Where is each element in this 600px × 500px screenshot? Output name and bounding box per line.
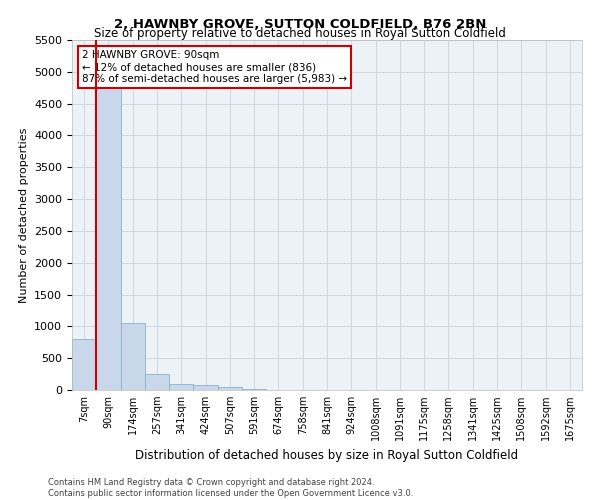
X-axis label: Distribution of detached houses by size in Royal Sutton Coldfield: Distribution of detached houses by size … <box>136 448 518 462</box>
Text: Contains HM Land Registry data © Crown copyright and database right 2024.
Contai: Contains HM Land Registry data © Crown c… <box>48 478 413 498</box>
Bar <box>169 384 193 390</box>
Text: 2, HAWNBY GROVE, SUTTON COLDFIELD, B76 2BN: 2, HAWNBY GROVE, SUTTON COLDFIELD, B76 2… <box>114 18 486 30</box>
Bar <box>218 387 242 390</box>
Bar <box>145 374 169 390</box>
Bar <box>121 323 145 390</box>
Y-axis label: Number of detached properties: Number of detached properties <box>19 128 29 302</box>
Bar <box>193 385 218 390</box>
Bar <box>242 389 266 390</box>
Text: 2 HAWNBY GROVE: 90sqm
← 12% of detached houses are smaller (836)
87% of semi-det: 2 HAWNBY GROVE: 90sqm ← 12% of detached … <box>82 50 347 84</box>
Bar <box>72 339 96 390</box>
Text: Size of property relative to detached houses in Royal Sutton Coldfield: Size of property relative to detached ho… <box>94 28 506 40</box>
Bar <box>96 66 121 390</box>
